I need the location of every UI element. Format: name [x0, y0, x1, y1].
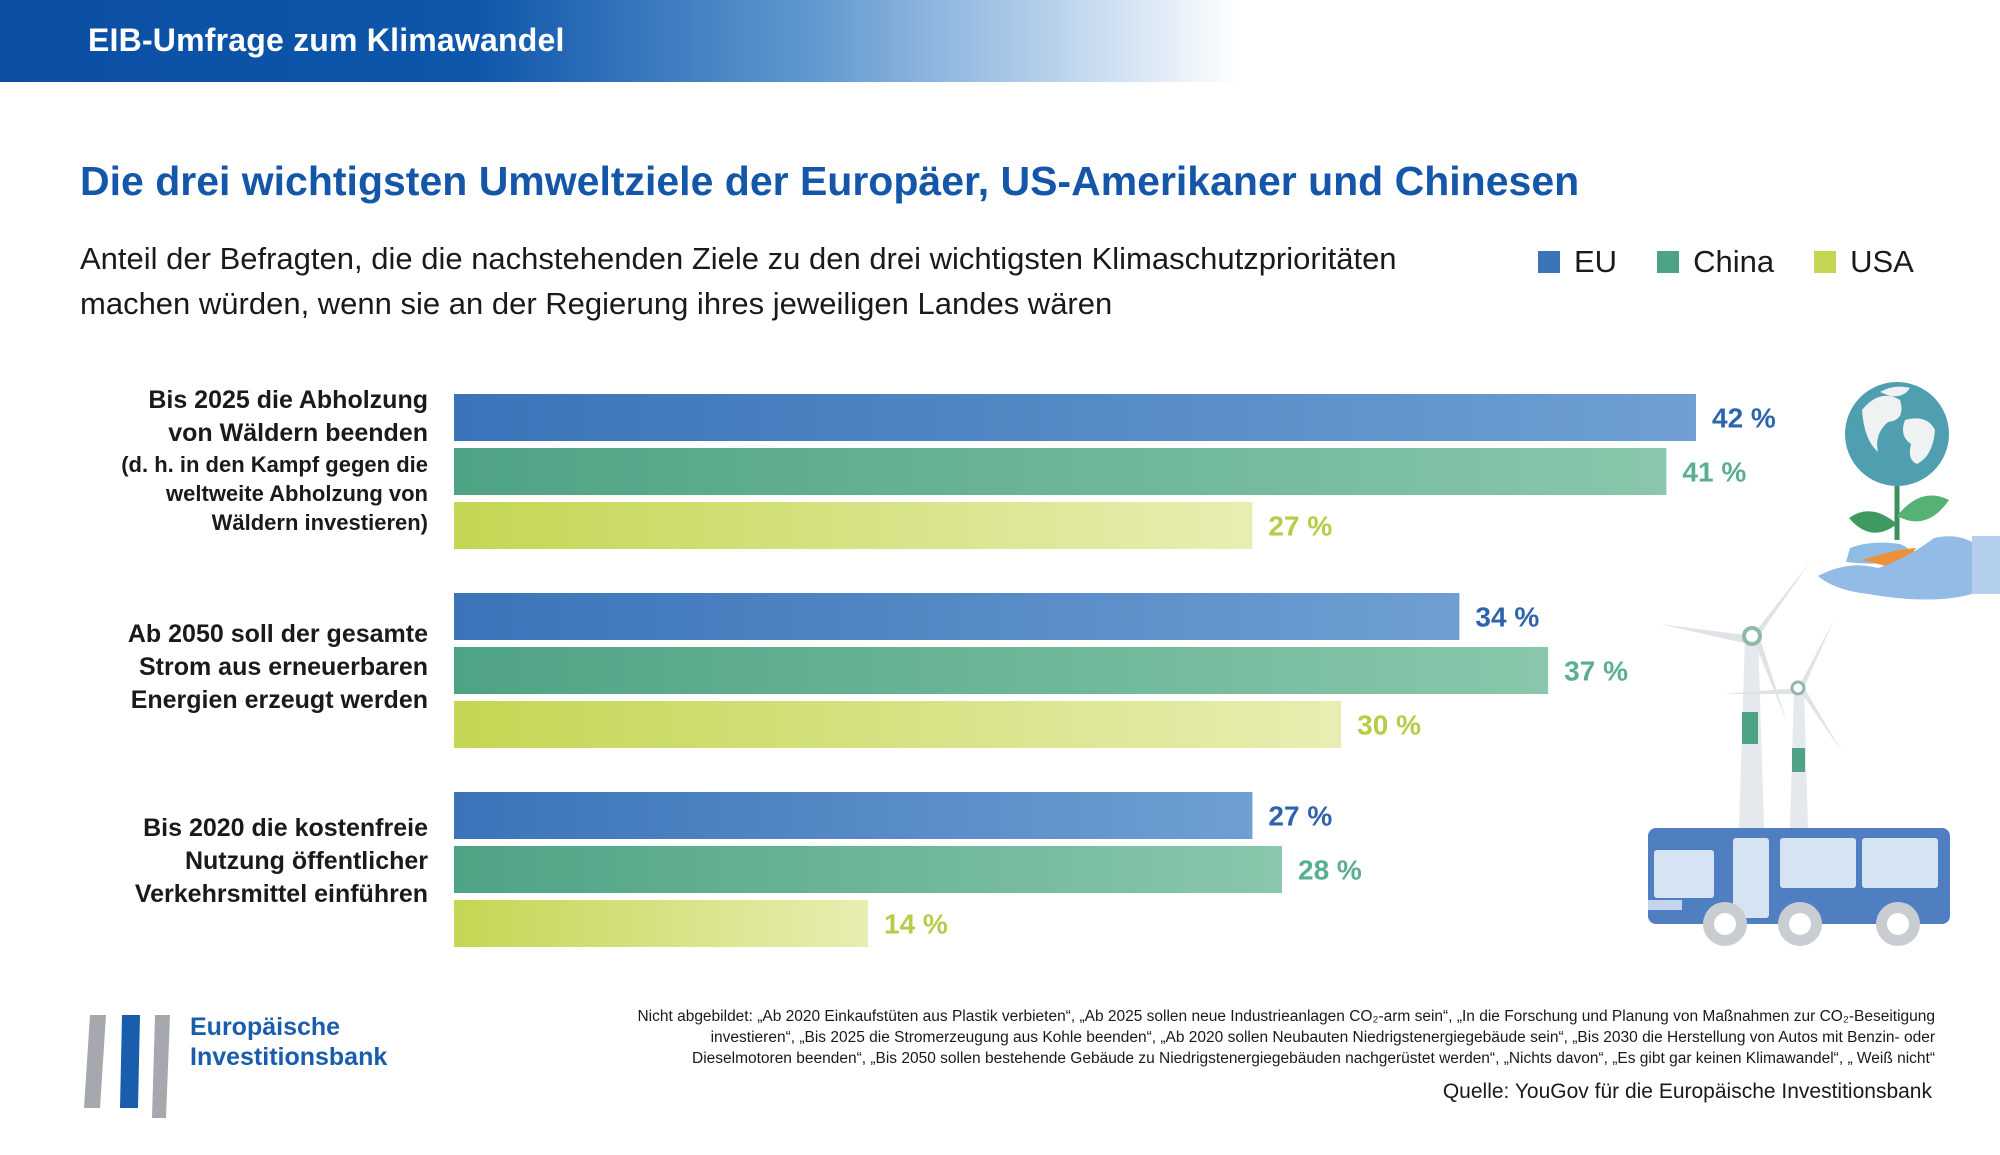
legend-swatch-china — [1657, 251, 1680, 273]
logo-text: Europäische Investitionsbank — [190, 1012, 387, 1072]
globe-plant-hand-icon — [1818, 382, 2000, 600]
value-label-eu-1: 34 % — [1475, 602, 1539, 633]
bar-china-0 — [454, 448, 1667, 495]
category-label-public-transport: Bis 2020 die kostenfreie Nutzung öffentl… — [80, 812, 428, 911]
footnote-line-3: Dieselmotoren beenden“, „Bis 2050 sollen… — [692, 1050, 1935, 1067]
value-label-china-1: 37 % — [1564, 656, 1628, 687]
value-label-eu-2: 27 % — [1268, 801, 1332, 832]
bar-usa-0 — [454, 502, 1253, 549]
subtitle-line-2: machen würden, wenn sie an der Regierung… — [80, 286, 1113, 321]
bar-eu-0 — [454, 394, 1696, 441]
legend-item-usa: USA — [1814, 244, 1914, 280]
category-label-line: Energien erzeugt werden — [130, 686, 428, 714]
legend-item-eu: EU — [1538, 244, 1617, 280]
logo-line-1: Europäische — [190, 1013, 341, 1041]
subtitle-line-1: Anteil der Befragten, die die nachstehen… — [80, 241, 1397, 276]
value-label-eu-0: 42 % — [1712, 403, 1776, 434]
category-label-renewable-energy: Ab 2050 soll der gesamte Strom aus erneu… — [80, 618, 428, 717]
legend-swatch-eu — [1538, 251, 1560, 273]
footnote-line-1: Nicht abgebildet: „Ab 2020 Einkaufstüten… — [637, 1008, 1935, 1025]
wind-turbine-icon — [1660, 562, 1842, 828]
bar-china-2 — [454, 846, 1282, 893]
category-label-deforestation: Bis 2025 die Abholzung von Wäldern beend… — [80, 384, 428, 537]
legend-item-china: China — [1657, 244, 1774, 280]
value-label-usa-0: 27 % — [1268, 511, 1332, 542]
source-credit: Quelle: YouGov für die Europäische Inves… — [1442, 1080, 1932, 1103]
logo-line-2: Investitionsbank — [190, 1043, 388, 1071]
category-label-line: Bis 2025 die Abholzung — [148, 386, 428, 414]
category-label-line: Strom aus erneuerbaren — [139, 653, 428, 681]
category-note-line: Wäldern investieren) — [211, 510, 428, 535]
header-banner: EIB-Umfrage zum Klimawandel — [0, 0, 1240, 82]
bar-usa-2 — [454, 900, 868, 947]
bar-eu-2 — [454, 792, 1253, 839]
value-label-usa-2: 14 % — [884, 909, 948, 940]
category-label-line: Nutzung öffentlicher — [184, 847, 428, 875]
bar-china-1 — [454, 647, 1549, 694]
subtitle: Anteil der Befragten, die die nachstehen… — [80, 236, 1520, 326]
bus-icon — [1648, 828, 1950, 946]
category-note-line: weltweite Abholzung von — [166, 481, 428, 506]
value-label-china-2: 28 % — [1298, 855, 1362, 886]
value-label-china-0: 41 % — [1682, 457, 1746, 488]
legend-swatch-usa — [1814, 251, 1837, 273]
legend-label-eu: EU — [1574, 244, 1618, 279]
category-note-line: (d. h. in den Kampf gegen die — [121, 452, 428, 477]
category-label-line: von Wäldern beenden — [168, 419, 428, 447]
value-label-usa-1: 30 % — [1357, 710, 1421, 741]
legend: EU China USA — [1538, 244, 1914, 280]
bar-usa-1 — [454, 701, 1342, 748]
footnote-line-2: investieren“, „Bis 2025 die Stromerzeugu… — [710, 1029, 1935, 1046]
footnote: Nicht abgebildet: „Ab 2020 Einkaufstüten… — [560, 1006, 1935, 1069]
main-title: Die drei wichtigsten Umweltziele der Eur… — [80, 158, 1580, 204]
header-title: EIB-Umfrage zum Klimawandel — [88, 22, 565, 58]
legend-label-usa: USA — [1850, 244, 1914, 279]
legend-label-china: China — [1693, 244, 1775, 279]
bar-eu-1 — [454, 593, 1460, 640]
category-label-line: Ab 2050 soll der gesamte — [127, 620, 428, 648]
category-label-line: Bis 2020 die kostenfreie — [143, 814, 428, 842]
eib-logo-icon — [84, 1015, 170, 1118]
category-label-line: Verkehrsmittel einführen — [134, 880, 428, 908]
bars-layer: 42 % 41 % 27 % 34 % 37 % 30 % 27 % 28 % 14 % — [454, 394, 1776, 947]
